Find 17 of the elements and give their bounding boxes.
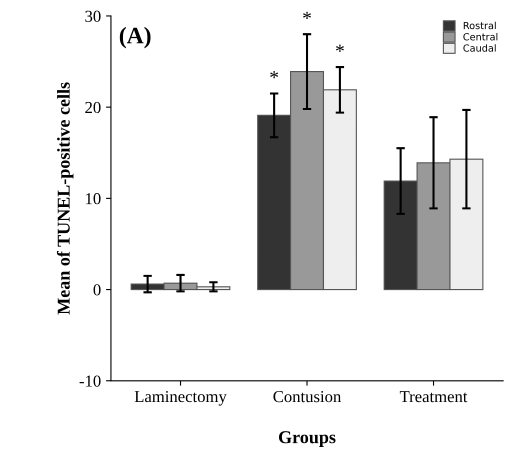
annotation: * [303, 12, 311, 19]
x-tick-label: Contusion [273, 391, 342, 402]
annotation: * [336, 44, 344, 52]
legend-label: Caudal [463, 44, 496, 52]
y-tick-label: 0 [94, 284, 101, 296]
y-tick-label: 20 [85, 102, 101, 114]
y-axis-title: Mean of TUNEL-positive cells [56, 82, 74, 314]
x-tick-label: Treatment [400, 391, 468, 402]
legend-label: Central [463, 32, 498, 40]
x-tick-label: Laminectomy [134, 390, 227, 406]
y-tick-label: 30 [85, 10, 101, 22]
x-axis-title: Groups [278, 431, 336, 447]
y-tick-label: -10 [80, 375, 101, 387]
y-tick-label: 10 [86, 193, 101, 204]
annotation: * [270, 71, 278, 78]
annotation: (A) [120, 26, 151, 48]
legend-label: Rostral [464, 22, 496, 30]
